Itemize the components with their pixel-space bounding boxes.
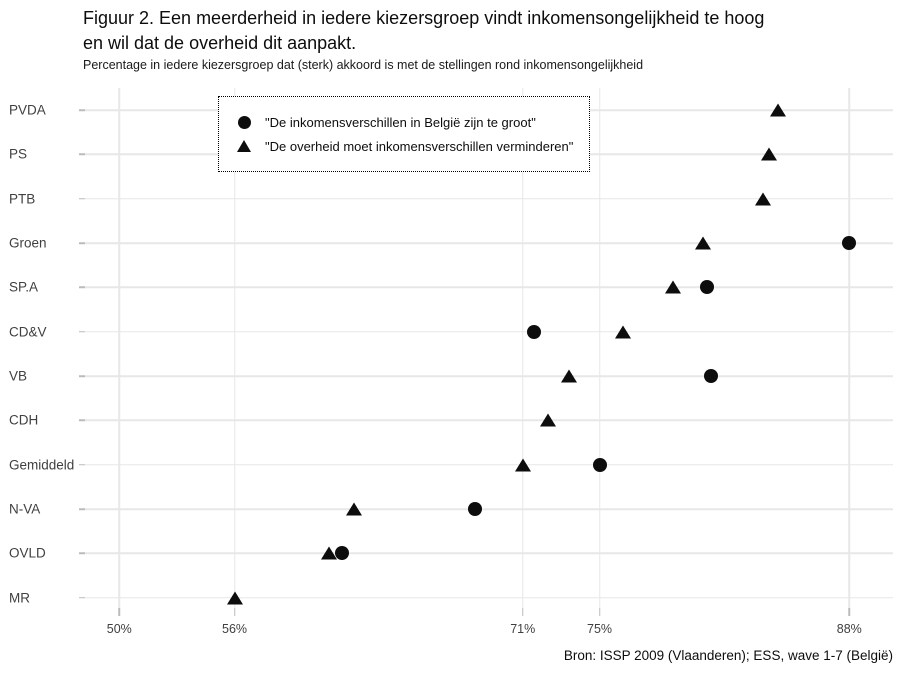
- gridline-horizontal: [85, 330, 893, 333]
- source-note: Bron: ISSP 2009 (Vlaanderen); ESS, wave …: [563, 648, 893, 663]
- chart-title: Figuur 2. Een meerderheid in iedere kiez…: [83, 8, 765, 53]
- x-axis-tick: [848, 608, 851, 616]
- triangle-marker: [345, 502, 362, 516]
- y-tick-label: CD&V: [9, 324, 47, 340]
- y-axis-tick: [79, 242, 85, 244]
- y-tick-label: VB: [9, 368, 28, 384]
- y-axis-tick: [79, 197, 85, 200]
- y-axis-tick: [79, 153, 85, 156]
- chart-subtitle: Percentage in iedere kiezersgroep dat (s…: [83, 58, 644, 72]
- gridline-vertical: [118, 88, 121, 608]
- y-tick-label: MR: [9, 590, 30, 606]
- legend-item-circle: "De inkomensverschillen in België zijn t…: [236, 115, 589, 130]
- circle-marker: [842, 236, 857, 251]
- y-axis-tick: [79, 286, 85, 289]
- y-axis-tick: [79, 330, 85, 333]
- y-tick-label: CDH: [9, 412, 39, 428]
- legend-item-triangle: "De overheid moet inkomensverschillen ve…: [236, 139, 589, 154]
- x-tick-label: 56%: [222, 622, 248, 636]
- y-axis-tick: [79, 419, 85, 422]
- triangle-marker: [770, 103, 787, 117]
- gridline-horizontal: [85, 375, 893, 377]
- x-axis-tick: [233, 608, 236, 616]
- y-tick-label: OVLD: [9, 545, 46, 561]
- gridline-horizontal: [85, 508, 893, 510]
- y-axis-tick: [79, 463, 85, 466]
- triangle-marker: [320, 546, 337, 560]
- triangle-marker: [695, 236, 712, 250]
- y-axis-tick: [79, 109, 85, 111]
- x-tick-label: 75%: [587, 622, 613, 636]
- legend-label: "De overheid moet inkomensverschillen ve…: [265, 138, 574, 154]
- gridline-horizontal: [85, 596, 893, 599]
- gridline-horizontal: [85, 419, 893, 422]
- y-tick-label: N-VA: [9, 501, 41, 517]
- gridline-horizontal: [85, 197, 893, 200]
- triangle-legend-icon: [236, 140, 252, 152]
- gridline-vertical: [848, 88, 851, 608]
- y-tick-label: PS: [9, 146, 28, 162]
- triangle-marker: [614, 325, 631, 339]
- triangle-marker: [226, 591, 243, 605]
- gridline-horizontal: [85, 286, 893, 289]
- x-tick-label: 50%: [106, 622, 132, 636]
- y-axis-tick: [79, 508, 85, 510]
- triangle-marker: [514, 458, 531, 472]
- circle-marker: [700, 280, 715, 295]
- x-tick-label: 71%: [510, 622, 536, 636]
- triangle-marker: [560, 369, 577, 383]
- circle-marker: [467, 502, 482, 517]
- y-tick-label: Groen: [9, 235, 47, 251]
- y-tick-label: PTB: [9, 191, 36, 207]
- triangle-marker: [760, 147, 777, 161]
- triangle-marker: [664, 280, 681, 294]
- circle-marker: [703, 369, 718, 384]
- x-axis-tick: [598, 608, 601, 616]
- y-axis-tick: [79, 375, 85, 377]
- y-tick-label: Gemiddeld: [9, 457, 75, 473]
- gridline-horizontal: [85, 463, 893, 466]
- plot-panel: [85, 88, 893, 608]
- y-axis-tick: [79, 596, 85, 599]
- gridline-vertical: [598, 88, 601, 608]
- circle-marker: [335, 546, 350, 561]
- gridline-horizontal: [85, 552, 893, 555]
- y-tick-label: SP.A: [9, 279, 39, 295]
- legend: "De inkomensverschillen in België zijn t…: [218, 96, 590, 172]
- gridline-horizontal: [85, 242, 893, 244]
- circle-marker: [527, 324, 542, 339]
- gridline-vertical: [233, 88, 236, 608]
- circle-legend-icon: [236, 115, 252, 129]
- y-axis-tick: [79, 552, 85, 555]
- triangle-marker: [539, 413, 556, 427]
- circle-marker: [592, 457, 607, 472]
- x-axis-tick: [521, 608, 524, 616]
- gridline-vertical: [521, 88, 524, 608]
- y-tick-label: PVDA: [9, 102, 46, 118]
- x-tick-label: 88%: [836, 622, 862, 636]
- legend-label: "De inkomensverschillen in België zijn t…: [265, 114, 536, 130]
- x-axis-tick: [118, 608, 121, 616]
- triangle-marker: [754, 192, 771, 206]
